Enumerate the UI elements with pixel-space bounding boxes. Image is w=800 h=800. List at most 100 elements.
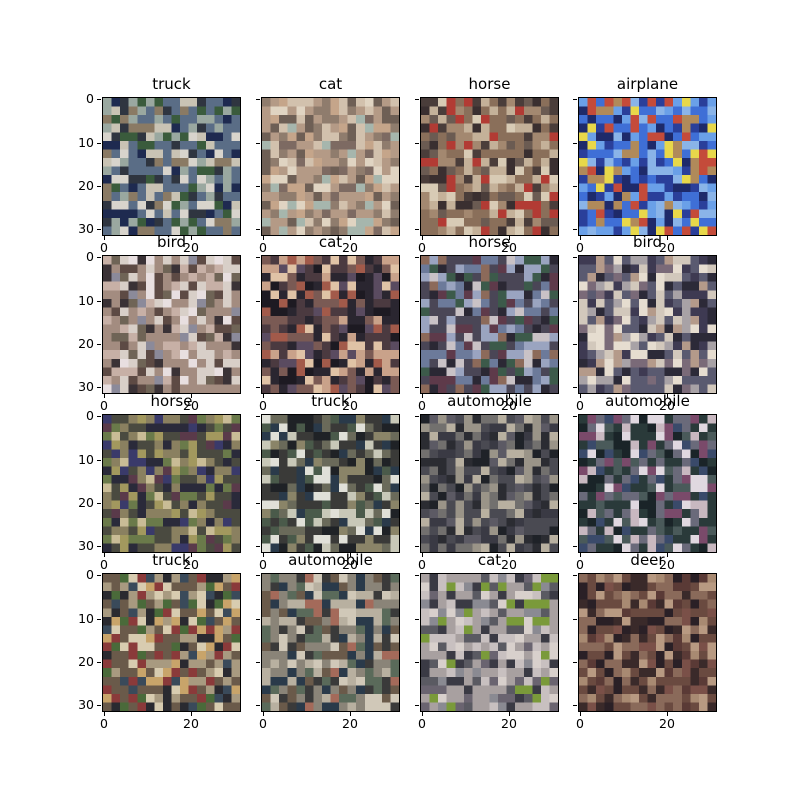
- generated-image: [103, 256, 240, 393]
- x-tick-label: 20: [659, 716, 675, 731]
- y-tick: [415, 460, 419, 461]
- y-tick-label: 20: [78, 336, 94, 351]
- image-axes: [261, 573, 400, 712]
- y-tick: [97, 344, 101, 345]
- panel-title: automobile: [288, 551, 373, 569]
- x-tick: [667, 236, 668, 240]
- panel-title: truck: [152, 75, 191, 93]
- x-tick: [263, 553, 264, 557]
- x-tick-label: 20: [183, 716, 199, 731]
- x-tick-label: 0: [259, 398, 267, 413]
- x-tick-label: 20: [501, 240, 517, 255]
- panel-title: horse: [468, 75, 511, 93]
- x-tick-label: 0: [259, 240, 267, 255]
- image-axes: [261, 255, 400, 394]
- y-tick: [97, 460, 101, 461]
- x-tick: [350, 712, 351, 716]
- y-tick: [415, 546, 419, 547]
- generated-image: [103, 98, 240, 235]
- y-tick-label: 0: [86, 91, 94, 106]
- x-tick-label: 0: [418, 716, 426, 731]
- x-tick-label: 20: [659, 398, 675, 413]
- panel-title: deer: [630, 551, 665, 569]
- x-tick-label: 0: [259, 557, 267, 572]
- x-tick: [509, 236, 510, 240]
- y-tick-label: 30: [78, 221, 94, 236]
- image-panel: cat 0 20: [256, 75, 420, 257]
- y-tick: [97, 186, 101, 187]
- y-tick: [573, 301, 577, 302]
- y-tick: [97, 387, 101, 388]
- x-tick: [667, 553, 668, 557]
- y-tick: [415, 387, 419, 388]
- image-panel: cat 0 20: [256, 233, 420, 415]
- image-panel: truck 0 20: [256, 392, 420, 574]
- generated-image: [262, 98, 399, 235]
- x-tick: [667, 394, 668, 398]
- x-tick-label: 20: [183, 240, 199, 255]
- y-tick: [256, 705, 260, 706]
- y-tick: [97, 301, 101, 302]
- panel-title: truck: [152, 551, 191, 569]
- y-tick: [97, 575, 101, 576]
- y-tick: [573, 619, 577, 620]
- panel-title: bird: [632, 233, 663, 251]
- x-tick-label: 20: [659, 557, 675, 572]
- y-tick: [256, 99, 260, 100]
- generated-image: [262, 415, 399, 552]
- image-panel: cat 0 20: [415, 551, 579, 733]
- y-tick: [415, 143, 419, 144]
- image-panel: truck 0 10 20 30 0 20: [78, 551, 261, 733]
- y-tick: [256, 186, 260, 187]
- y-tick: [415, 416, 419, 417]
- panel-title: horse: [468, 233, 511, 251]
- x-tick: [509, 712, 510, 716]
- y-tick: [573, 229, 577, 230]
- x-tick: [104, 394, 105, 398]
- y-tick: [97, 229, 101, 230]
- image-panel: truck 0 10 20 30 0 20: [78, 75, 261, 257]
- y-tick: [573, 143, 577, 144]
- x-tick: [580, 553, 581, 557]
- image-axes: [420, 414, 559, 553]
- panel-title: cat: [318, 233, 343, 251]
- x-tick: [191, 712, 192, 716]
- y-tick: [256, 257, 260, 258]
- x-tick-label: 0: [418, 557, 426, 572]
- y-tick-label: 0: [86, 408, 94, 423]
- x-tick-label: 0: [259, 716, 267, 731]
- generated-image: [262, 256, 399, 393]
- x-tick: [350, 236, 351, 240]
- x-tick-label: 20: [342, 240, 358, 255]
- y-tick: [97, 619, 101, 620]
- panel-title: airplane: [616, 75, 679, 93]
- image-axes: [578, 414, 717, 553]
- y-tick: [256, 575, 260, 576]
- x-tick: [350, 394, 351, 398]
- y-tick: [256, 301, 260, 302]
- image-panel: horse 0 10 20 30 0 20: [78, 392, 261, 574]
- generated-image: [579, 98, 716, 235]
- image-axes: [102, 573, 241, 712]
- generated-image: [103, 415, 240, 552]
- x-tick: [263, 236, 264, 240]
- x-tick: [191, 236, 192, 240]
- image-panel: deer 0 20: [573, 551, 737, 733]
- image-panel: airplane 0 20: [573, 75, 737, 257]
- image-axes: [261, 97, 400, 236]
- y-tick: [97, 705, 101, 706]
- y-tick: [573, 662, 577, 663]
- y-tick-label: 30: [78, 379, 94, 394]
- y-tick: [97, 546, 101, 547]
- y-tick: [573, 99, 577, 100]
- x-tick: [350, 553, 351, 557]
- y-tick: [256, 662, 260, 663]
- generated-image: [421, 415, 558, 552]
- y-tick-label: 0: [86, 567, 94, 582]
- generated-image: [421, 256, 558, 393]
- image-axes: [578, 255, 717, 394]
- image-axes: [578, 97, 717, 236]
- y-tick-label: 10: [78, 135, 94, 150]
- image-axes: [578, 573, 717, 712]
- y-tick: [97, 416, 101, 417]
